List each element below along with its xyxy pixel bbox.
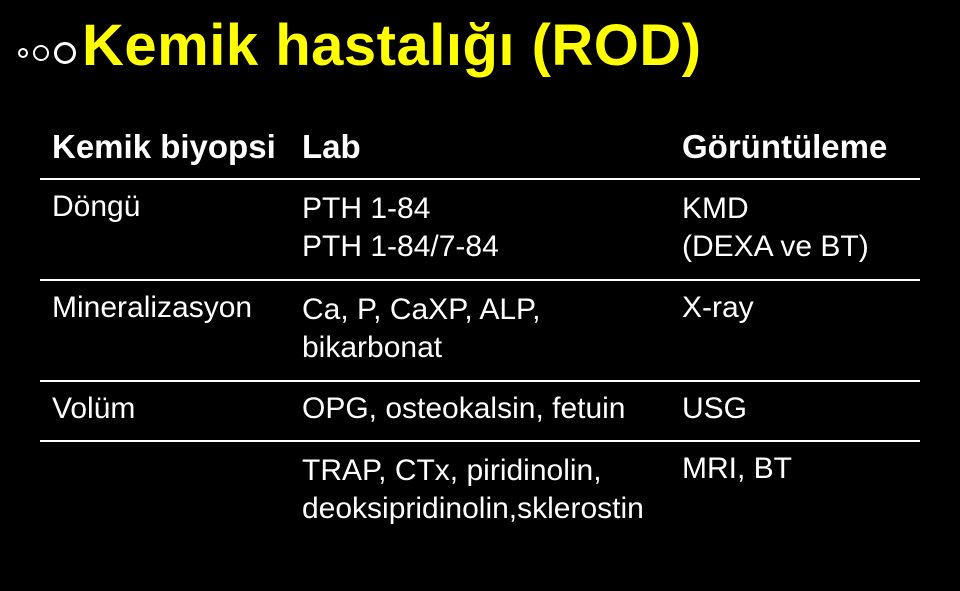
cell: OPG, osteokalsin, fetuin	[290, 381, 670, 441]
table-row: Volüm OPG, osteokalsin, fetuin USG	[40, 381, 920, 441]
slide-title: Kemik hastalığı (ROD)	[82, 12, 702, 79]
column-header: Lab	[290, 118, 670, 179]
cell: PTH 1-84PTH 1-84/7-84	[290, 179, 670, 280]
table-header-row: Kemik biyopsi Lab Görüntüleme	[40, 118, 920, 179]
ring-icon	[33, 45, 49, 61]
cell: Ca, P, CaXP, ALP, bikarbonat	[290, 280, 670, 381]
title-bullets-decor	[18, 42, 76, 64]
content-table: Kemik biyopsi Lab Görüntüleme Döngü PTH …	[40, 118, 920, 541]
cell: USG	[670, 381, 920, 441]
ring-icon	[54, 42, 76, 64]
slide: Kemik hastalığı (ROD) Kemik biyopsi Lab …	[0, 0, 960, 591]
cell: Mineralizasyon	[40, 280, 290, 381]
cell: Döngü	[40, 179, 290, 280]
cell: Volüm	[40, 381, 290, 441]
column-header: Kemik biyopsi	[40, 118, 290, 179]
column-header: Görüntüleme	[670, 118, 920, 179]
cell: TRAP, CTx, piridinolin, deoksipridinolin…	[290, 441, 670, 541]
table-row: TRAP, CTx, piridinolin, deoksipridinolin…	[40, 441, 920, 541]
table-row: Döngü PTH 1-84PTH 1-84/7-84 KMD(DEXA ve …	[40, 179, 920, 280]
table-row: Mineralizasyon Ca, P, CaXP, ALP, bikarbo…	[40, 280, 920, 381]
cell: KMD(DEXA ve BT)	[670, 179, 920, 280]
cell	[40, 441, 290, 541]
ring-icon	[18, 48, 28, 58]
cell: MRI, BT	[670, 441, 920, 541]
cell: X-ray	[670, 280, 920, 381]
